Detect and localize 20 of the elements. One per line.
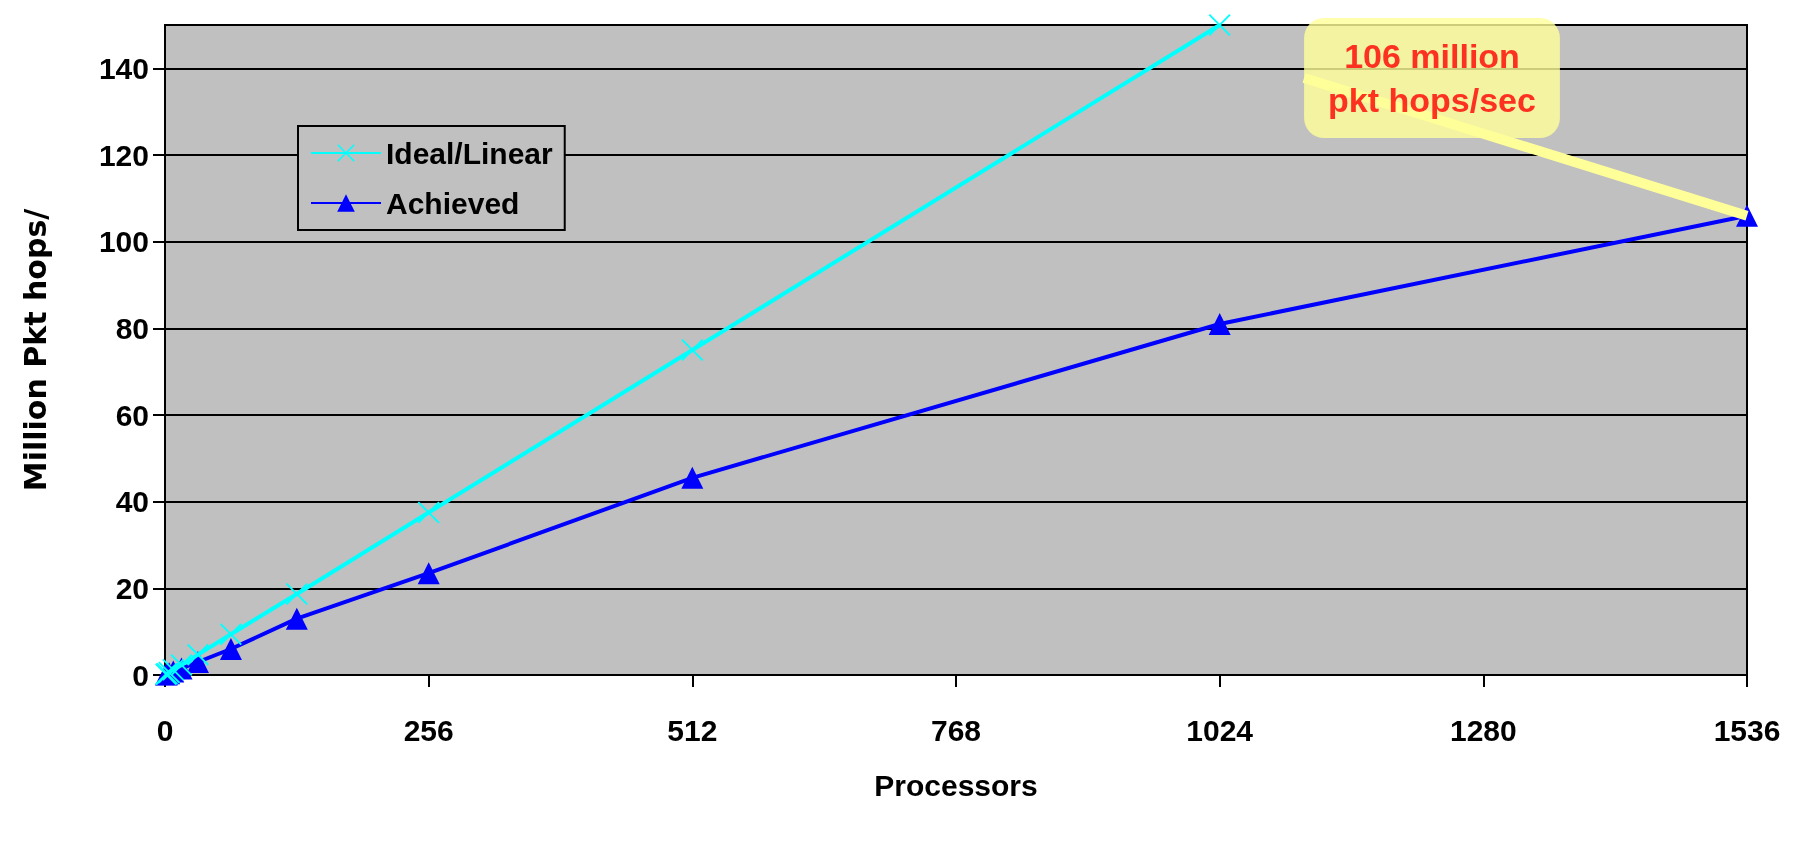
x-tick-label: 512 — [667, 713, 718, 747]
y-tick-label: 100 — [98, 225, 149, 259]
y-tick-label: 40 — [115, 485, 149, 519]
legend-label: Achieved — [386, 186, 520, 220]
annotation: 106 million pkt hops/sec — [1328, 37, 1536, 119]
y-tick-label: 140 — [98, 51, 149, 85]
legend-label: Ideal/Linear — [386, 136, 554, 170]
y-tick-label: 20 — [115, 571, 149, 605]
y-tick-label: 80 — [115, 311, 149, 345]
y-tick-label: 60 — [115, 398, 149, 432]
x-tick-label: 1024 — [1186, 713, 1254, 747]
x-tick-label: 768 — [930, 713, 982, 747]
y-tick-label: 120 — [98, 138, 149, 172]
y-axis-title: Million Pkt hops/ — [17, 208, 53, 492]
x-axis-title: Processors — [874, 768, 1038, 802]
x-tick-label: 0 — [156, 713, 174, 747]
y-tick-label: 0 — [132, 658, 149, 692]
x-tick-label: 1536 — [1713, 713, 1781, 747]
x-tick-label: 256 — [403, 713, 454, 747]
x-tick-label: 1280 — [1449, 713, 1517, 747]
